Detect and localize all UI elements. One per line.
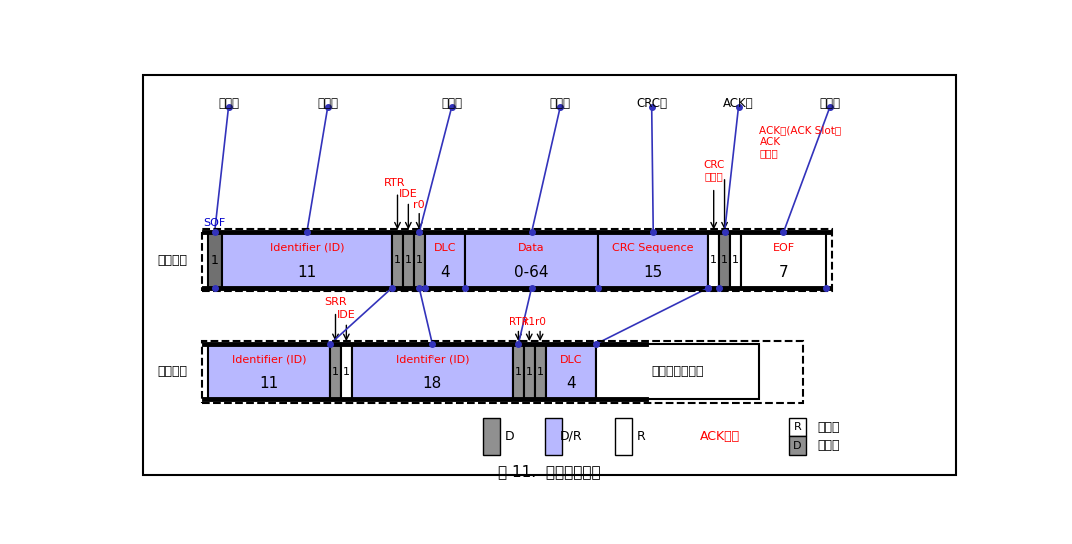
Text: 接收位: 接收位: [818, 439, 840, 452]
Bar: [719, 232, 730, 288]
Text: CRC段: CRC段: [636, 96, 667, 109]
Bar: [465, 232, 598, 288]
Text: 4: 4: [440, 265, 449, 280]
Bar: [598, 232, 709, 288]
Text: ACK段: ACK段: [724, 96, 754, 109]
Text: Identifier (ID): Identifier (ID): [232, 355, 307, 364]
Text: 1: 1: [537, 367, 544, 377]
Text: IDE: IDE: [399, 189, 418, 199]
Text: SOF: SOF: [204, 218, 226, 228]
Bar: [203, 229, 832, 291]
Text: 4: 4: [566, 376, 576, 392]
Text: 15: 15: [643, 265, 662, 280]
Text: ACK位槽: ACK位槽: [700, 430, 740, 443]
Text: 帧结束: 帧结束: [819, 96, 840, 109]
Bar: [341, 344, 352, 399]
Bar: [741, 232, 827, 288]
Text: ACK槽(ACK Slot）
ACK
界定符: ACK槽(ACK Slot） ACK 界定符: [759, 125, 842, 158]
Bar: [208, 344, 330, 399]
Text: 11: 11: [259, 376, 279, 392]
Text: R: R: [637, 430, 645, 443]
Bar: [596, 344, 759, 399]
Text: DLC: DLC: [560, 355, 582, 364]
Bar: [414, 232, 425, 288]
Bar: [392, 232, 403, 288]
Text: 7: 7: [778, 265, 788, 280]
Text: SRR: SRR: [324, 298, 347, 307]
Bar: [789, 436, 806, 455]
Text: 0-64: 0-64: [515, 265, 549, 280]
Text: 1: 1: [332, 367, 339, 377]
Bar: [425, 232, 465, 288]
Bar: [614, 418, 631, 455]
Text: 1: 1: [394, 255, 401, 265]
Bar: [330, 344, 341, 399]
Text: 扩展格式: 扩展格式: [158, 365, 188, 378]
Text: Identifᴵer (ID): Identifᴵer (ID): [396, 355, 470, 364]
Bar: [352, 344, 513, 399]
Bar: [789, 418, 806, 436]
Text: IDE: IDE: [337, 310, 356, 320]
Bar: [524, 344, 535, 399]
Text: r1: r1: [524, 318, 535, 327]
Text: 发送位: 发送位: [818, 421, 840, 434]
Bar: [482, 418, 500, 455]
Text: 仲裁段: 仲裁段: [317, 96, 339, 109]
Text: r0: r0: [414, 200, 425, 209]
Text: CRC Sequence: CRC Sequence: [612, 243, 694, 253]
Text: 18: 18: [422, 376, 442, 392]
Text: DLC: DLC: [433, 243, 456, 253]
Text: 与标准格式相同: 与标准格式相同: [651, 365, 703, 378]
Text: 1: 1: [721, 255, 728, 265]
Bar: [545, 418, 562, 455]
Text: 1: 1: [416, 255, 422, 265]
Text: 控制段: 控制段: [442, 96, 462, 109]
Text: EOF: EOF: [773, 243, 794, 253]
Text: D/R: D/R: [560, 430, 582, 443]
Bar: [222, 232, 392, 288]
Bar: [535, 344, 546, 399]
Bar: [203, 341, 803, 403]
Text: R: R: [793, 422, 801, 432]
Text: 1: 1: [405, 255, 412, 265]
Text: 11: 11: [297, 265, 316, 280]
Text: RTR: RTR: [384, 178, 405, 188]
Text: 标准格式: 标准格式: [158, 254, 188, 267]
Text: 图 11.  数据帧的构成: 图 11. 数据帧的构成: [498, 465, 600, 479]
Bar: [730, 232, 741, 288]
Text: Data: Data: [518, 243, 545, 253]
Bar: [709, 232, 719, 288]
Text: RTR: RTR: [508, 318, 528, 327]
Text: 帧起始: 帧起始: [218, 96, 239, 109]
Text: CRC
界定符: CRC 界定符: [703, 160, 725, 182]
Bar: [208, 232, 222, 288]
Bar: [546, 344, 596, 399]
Text: 1: 1: [525, 367, 533, 377]
Text: r0: r0: [535, 318, 546, 327]
Bar: [513, 344, 524, 399]
Text: Identifier (ID): Identifier (ID): [269, 243, 344, 253]
Bar: [403, 232, 414, 288]
Text: 1: 1: [211, 254, 219, 267]
Text: 1: 1: [515, 367, 522, 377]
Text: 1: 1: [732, 255, 739, 265]
Text: D: D: [793, 441, 802, 450]
Text: 1: 1: [343, 367, 349, 377]
Text: D: D: [504, 430, 513, 443]
Text: 1: 1: [710, 255, 717, 265]
Text: 数据段: 数据段: [550, 96, 570, 109]
